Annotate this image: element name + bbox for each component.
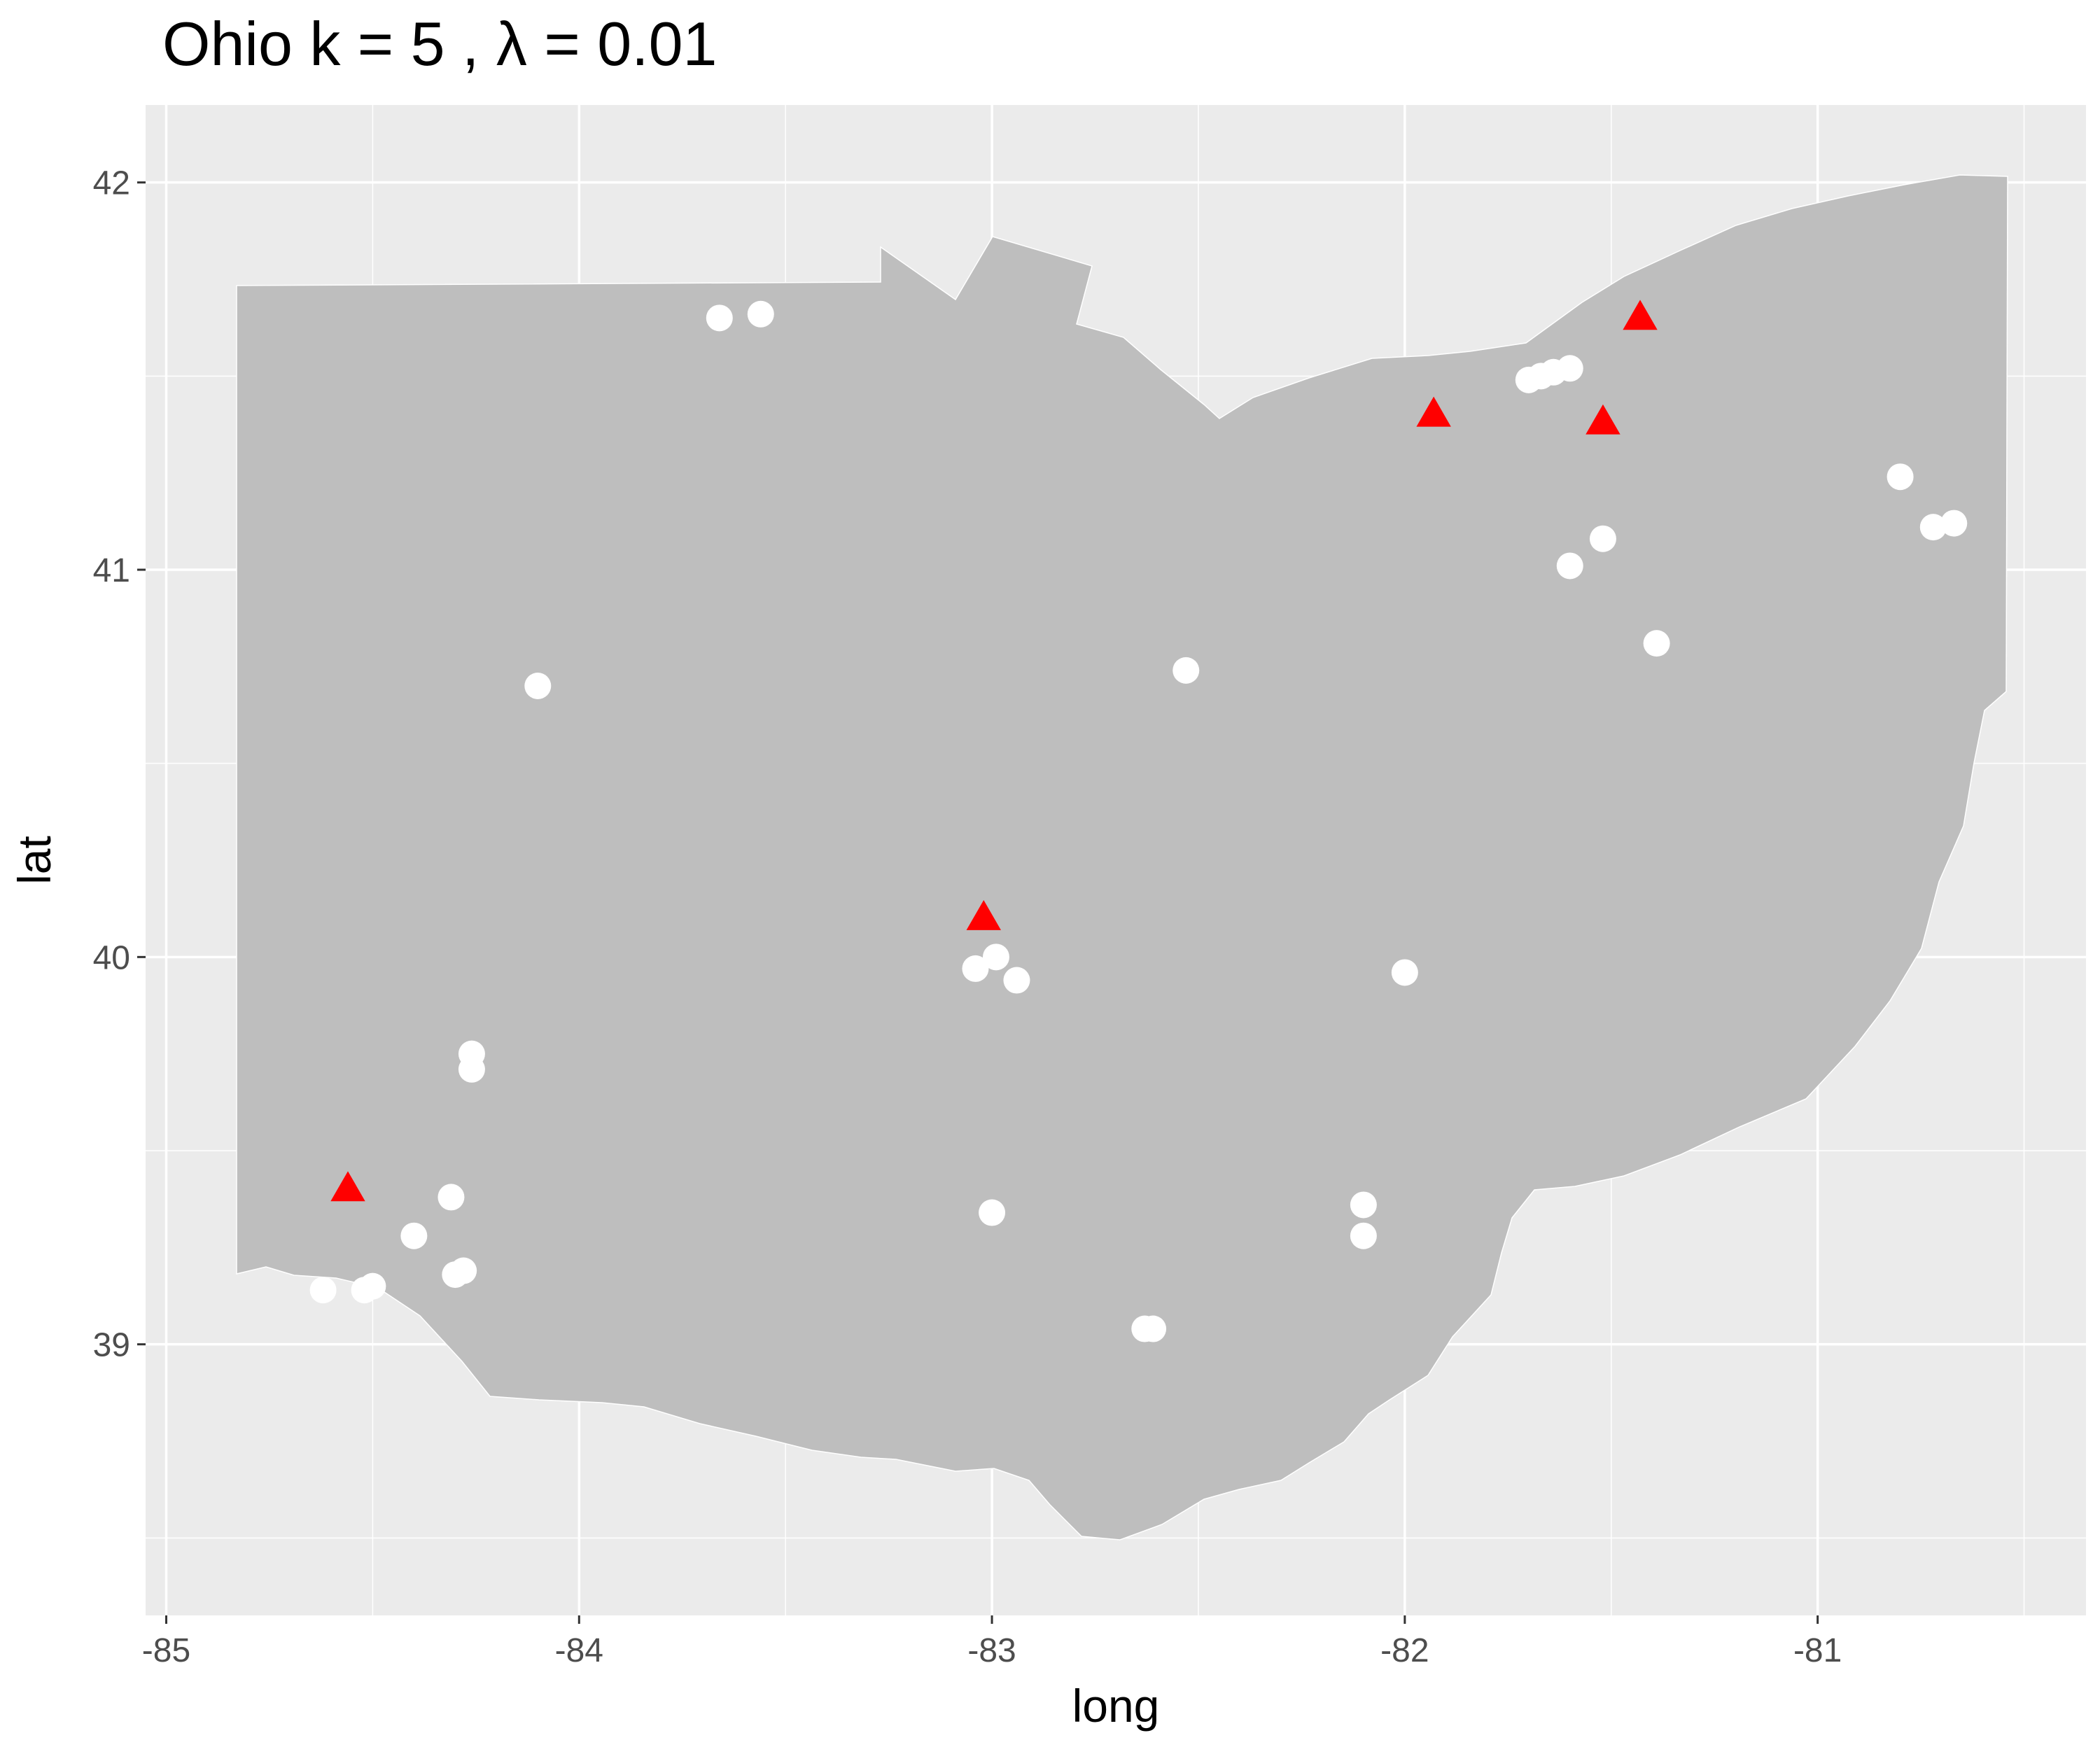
- white-circle-point: [1886, 463, 1914, 491]
- red-triangle-point: [330, 1171, 365, 1202]
- white-circle-point: [962, 955, 989, 982]
- red-triangle-point: [1586, 404, 1620, 435]
- white-circle-point: [1350, 1191, 1377, 1219]
- white-circle-point: [1003, 967, 1030, 994]
- white-circle-point: [309, 1277, 337, 1304]
- white-circle-point: [982, 943, 1009, 971]
- x-tick-label: -81: [1793, 1632, 1842, 1669]
- white-circle-point: [400, 1222, 428, 1249]
- white-circle-point: [1940, 510, 1968, 537]
- y-tick-label: 41: [93, 552, 130, 589]
- white-circle-point: [1172, 657, 1200, 684]
- white-circle-point: [1919, 514, 1947, 541]
- red-triangle-point: [966, 900, 1001, 930]
- y-tick-label: 42: [93, 165, 130, 202]
- red-triangle-point: [1416, 396, 1451, 427]
- white-circle-point: [524, 673, 552, 699]
- white-circle-point: [450, 1257, 477, 1284]
- white-circle-point: [1589, 525, 1616, 552]
- ohio-map-shape: [236, 174, 2008, 1541]
- x-axis-title: long: [1072, 1680, 1160, 1732]
- y-tick-label: 39: [93, 1327, 130, 1364]
- chart-title: Ohio k = 5 , λ = 0.01: [162, 9, 717, 78]
- white-circle-point: [1391, 959, 1418, 986]
- x-tick-label: -85: [142, 1632, 190, 1669]
- white-circle-point: [1643, 630, 1670, 657]
- white-circle-point: [1556, 355, 1583, 382]
- white-circle-point: [1556, 552, 1583, 580]
- white-circle-point: [747, 300, 774, 328]
- white-circle-point: [1140, 1315, 1167, 1342]
- red-triangle-point: [1623, 300, 1658, 330]
- y-tick-label: 40: [93, 939, 130, 976]
- x-tick-label: -82: [1380, 1632, 1429, 1669]
- white-circle-point: [351, 1277, 378, 1304]
- axis-ticks: -85 -84 -83 -82 -81 39 40 41 42: [93, 165, 1842, 1669]
- white-circle-point: [458, 1055, 485, 1083]
- data-points: [309, 300, 1968, 1342]
- white-circle-point: [1350, 1222, 1377, 1249]
- white-circle-point: [438, 1184, 465, 1211]
- y-axis-title: lat: [8, 836, 60, 885]
- x-tick-label: -83: [967, 1632, 1016, 1669]
- x-tick-label: -84: [555, 1632, 603, 1669]
- white-circle-point: [979, 1199, 1006, 1226]
- white-circle-point: [706, 304, 733, 332]
